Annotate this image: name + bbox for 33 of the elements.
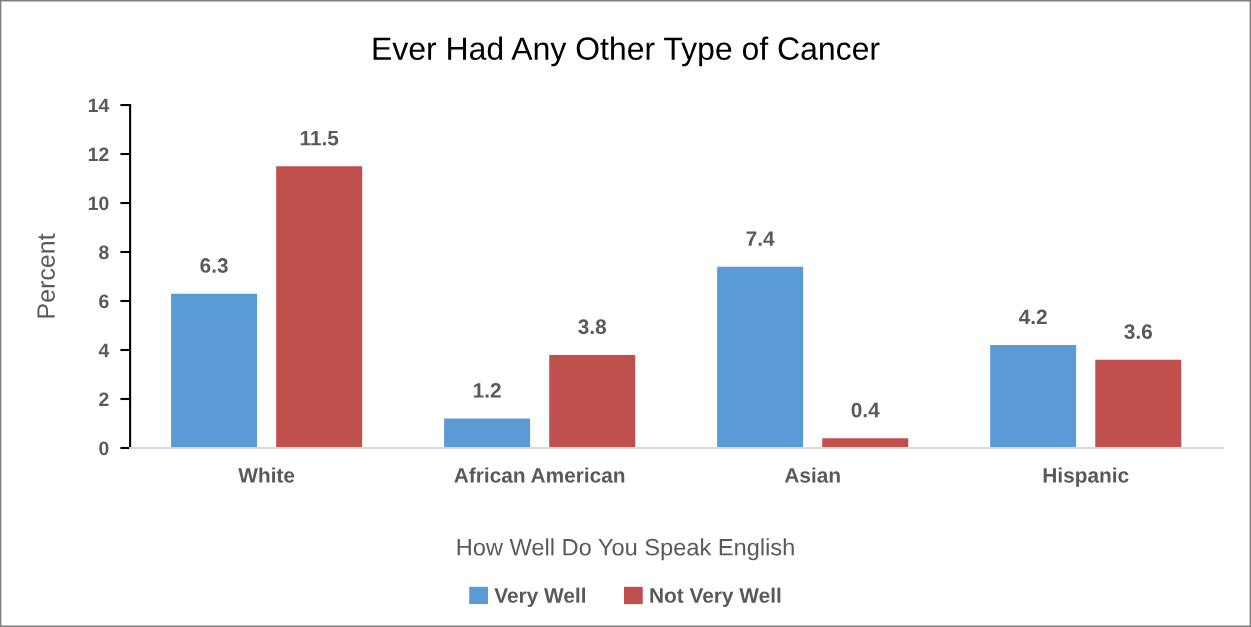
bar <box>276 166 363 448</box>
y-tick-label: 6 <box>99 294 109 309</box>
x-tick-label: Asian <box>784 467 840 483</box>
bar <box>990 345 1077 448</box>
data-label: 0.4 <box>851 402 880 418</box>
y-tick-label: 4 <box>98 343 110 358</box>
data-label: 6.3 <box>200 258 228 273</box>
legend-label: Very Well <box>494 587 586 607</box>
data-label: 1.2 <box>473 383 501 398</box>
data-label: 3.6 <box>1124 324 1152 340</box>
y-axis-title: Percent <box>37 233 55 318</box>
y-tick-label: 12 <box>88 147 109 162</box>
y-tick-label: 2 <box>99 392 109 407</box>
bar <box>444 418 531 448</box>
x-tick-label: African American <box>454 467 625 483</box>
legend-label: Not Very Well <box>650 587 781 607</box>
x-tick-label: White <box>238 467 295 483</box>
data-label: 7.4 <box>746 231 775 246</box>
data-label: 4.2 <box>1018 309 1047 325</box>
x-axis-title: How Well Do You Speak English <box>457 538 794 561</box>
x-tick-label: Hispanic <box>1043 467 1129 487</box>
y-tick-label: 14 <box>88 98 110 113</box>
bar <box>171 293 258 448</box>
data-label: 11.5 <box>300 130 339 146</box>
y-tick-label: 0 <box>99 441 109 456</box>
y-tick-label: 8 <box>99 245 109 260</box>
chart-title: Ever Had Any Other Type of Cancer <box>373 36 880 67</box>
bar <box>549 354 636 448</box>
bar <box>717 266 804 448</box>
bar <box>822 438 909 448</box>
y-tick-label: 10 <box>88 196 109 211</box>
data-label: 3.8 <box>578 319 607 335</box>
bar <box>1095 359 1182 448</box>
